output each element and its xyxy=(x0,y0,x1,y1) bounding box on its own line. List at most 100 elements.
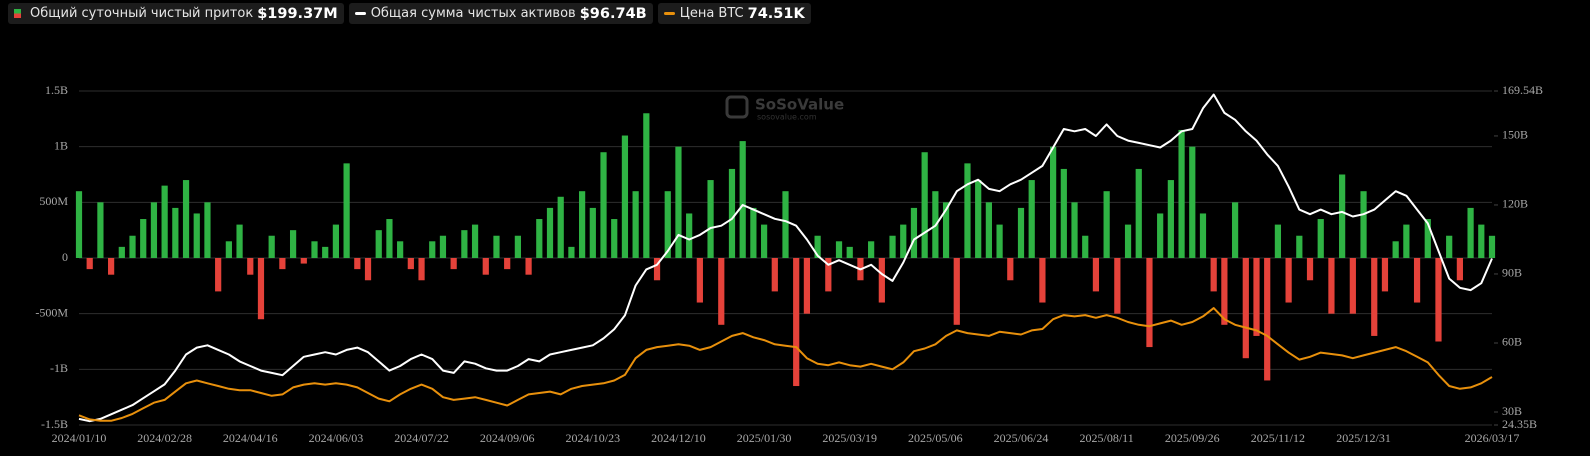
bar xyxy=(589,207,596,258)
bar xyxy=(1274,224,1282,258)
bar xyxy=(471,224,479,258)
bar xyxy=(161,185,168,258)
bar xyxy=(964,163,971,258)
bar xyxy=(1210,258,1217,292)
bar xyxy=(1339,174,1346,258)
bar xyxy=(1199,213,1207,258)
bar xyxy=(1039,258,1046,303)
bar xyxy=(868,241,875,258)
bar xyxy=(268,235,275,258)
bar xyxy=(814,235,821,258)
bar xyxy=(568,246,575,258)
x-tick-label: 2024/01/10 xyxy=(52,431,107,445)
y-tick-label: 0 xyxy=(62,250,68,264)
bar xyxy=(332,224,340,258)
bar xyxy=(386,219,393,258)
bar xyxy=(1478,224,1485,258)
bar xyxy=(878,258,885,303)
bar xyxy=(525,258,532,275)
bar xyxy=(1060,168,1067,258)
bar xyxy=(75,191,83,258)
bar xyxy=(546,207,554,258)
bar xyxy=(311,241,318,258)
bar xyxy=(846,246,853,258)
line xyxy=(78,93,1493,423)
bar xyxy=(653,258,661,281)
x-tick-label: 2025/01/30 xyxy=(737,431,792,445)
legend-item[interactable]: Общая сумма чистых активов $96.74B xyxy=(348,3,653,24)
x-tick-label: 2026/03/17 xyxy=(1465,431,1520,445)
bar xyxy=(461,230,468,258)
x-tick-label: 2024/07/22 xyxy=(394,431,449,445)
legend-item[interactable]: Цена BTC 74.51K xyxy=(657,3,811,24)
bar xyxy=(1167,180,1174,258)
bar xyxy=(236,224,243,258)
y2-tick-label: 169.54B xyxy=(1502,83,1543,97)
bar xyxy=(718,258,725,325)
bar xyxy=(1231,202,1239,258)
y-tick-label: 500M xyxy=(39,194,68,208)
y-tick-label: -1.5B xyxy=(41,417,68,431)
legend-label: Общий суточный чистый приток xyxy=(30,6,254,21)
bar xyxy=(418,258,425,281)
bar xyxy=(375,230,382,258)
bar xyxy=(1124,224,1132,258)
legend-label: Цена BTC xyxy=(679,6,744,21)
bar xyxy=(782,191,789,258)
bar xyxy=(1242,258,1249,359)
x-tick-label: 2024/10/23 xyxy=(565,431,620,445)
watermark-name: SoSoValue xyxy=(755,96,844,114)
legend-value: 74.51K xyxy=(747,5,805,22)
y2-tick-label: 120B xyxy=(1502,197,1528,211)
bar xyxy=(1446,235,1453,258)
bar xyxy=(343,163,350,258)
bar xyxy=(536,219,543,258)
bar xyxy=(364,258,372,281)
bar xyxy=(771,258,778,292)
watermark: SoSoValue sosovalue.com xyxy=(725,95,844,122)
bar xyxy=(1296,235,1303,258)
y2-tick-label: 150B xyxy=(1502,128,1528,142)
bar xyxy=(1403,224,1410,258)
bar xyxy=(1135,168,1142,258)
legend-value: $96.74B xyxy=(579,5,647,22)
bar xyxy=(1488,235,1496,258)
bar xyxy=(825,258,832,292)
bar xyxy=(1381,258,1389,292)
bar xyxy=(675,146,682,258)
y-tick-label: 1.5B xyxy=(45,83,68,97)
bar xyxy=(1253,258,1260,336)
y-tick-label: -500M xyxy=(35,305,68,319)
bar xyxy=(1178,129,1185,258)
legend-item[interactable]: Общий суточный чистый приток $199.37M xyxy=(8,3,344,24)
bar xyxy=(1146,258,1153,348)
bar xyxy=(108,258,115,275)
x-tick-label: 2025/12/31 xyxy=(1336,431,1391,445)
bar xyxy=(1221,258,1228,325)
bar xyxy=(803,258,811,314)
x-tick-label: 2025/05/06 xyxy=(908,431,963,445)
bar xyxy=(664,191,671,258)
x-tick-label: 2025/03/19 xyxy=(822,431,877,445)
bar xyxy=(557,196,564,258)
y2-tick-label: 24.35B xyxy=(1502,417,1537,431)
bar xyxy=(1435,258,1442,342)
bar xyxy=(696,258,703,303)
bar xyxy=(279,258,286,270)
bar xyxy=(1392,241,1399,258)
bar xyxy=(289,230,297,258)
bar xyxy=(118,246,125,258)
bar xyxy=(1424,219,1431,258)
bar xyxy=(150,202,158,258)
bar xyxy=(97,202,104,258)
bar xyxy=(739,141,746,258)
bar xyxy=(354,258,361,270)
bar xyxy=(482,258,489,275)
bar xyxy=(1050,146,1057,258)
bar xyxy=(1114,258,1121,314)
bar xyxy=(1467,207,1474,258)
bar xyxy=(493,235,500,258)
bar xyxy=(1092,258,1100,292)
x-tick-label: 2024/09/06 xyxy=(480,431,535,445)
